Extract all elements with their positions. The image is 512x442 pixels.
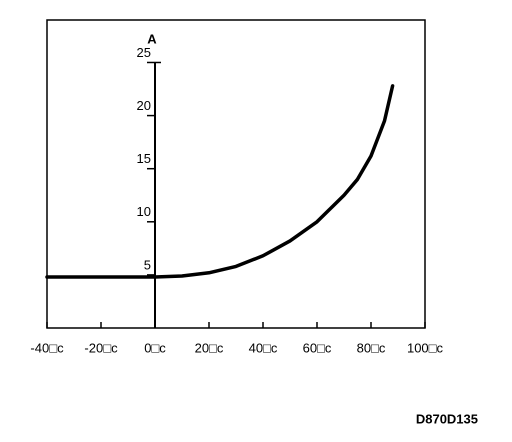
figure-code: D870D135 [416,411,478,426]
x-tick-label: 0□c [144,340,166,355]
x-tick-label: 40□c [249,340,278,355]
x-tick-label: -20□c [84,340,118,355]
y-tick-label: 20 [137,98,151,113]
x-tick-label: 20□c [195,340,224,355]
data-line [45,84,395,279]
plot-frame [46,19,426,329]
x-tick-label: -40□c [30,340,64,355]
y-tick-label: 10 [137,204,151,219]
x-tick-label: 100□c [407,340,444,355]
y-tick-label: 5 [144,257,151,272]
y-axis-label: A [147,31,157,46]
x-tick-label: 60□c [303,340,332,355]
y-tick-label: 15 [137,151,151,166]
y-tick-label: 25 [137,45,151,60]
x-tick-label: 80□c [357,340,386,355]
